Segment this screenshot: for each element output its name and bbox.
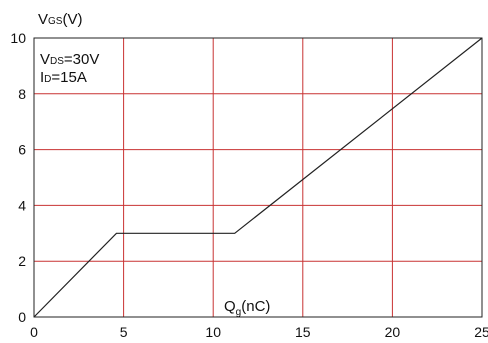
y-tick-label-2: 2 xyxy=(18,253,26,269)
x-tick-label-20: 20 xyxy=(385,324,401,340)
x-tick-label-25: 25 xyxy=(474,324,488,340)
plot-frame xyxy=(33,37,483,318)
x-tick-label-10: 10 xyxy=(205,324,221,340)
series-line-0 xyxy=(33,37,483,318)
y-axis-title: VGS(V) xyxy=(38,11,82,28)
grid xyxy=(34,38,482,317)
y-tick-label-6: 6 xyxy=(18,142,26,158)
annotation-id: ID=15A xyxy=(40,69,87,86)
y-tick-labels: 0 2 4 6 8 10 xyxy=(10,30,26,325)
y-tick-label-0: 0 xyxy=(18,309,26,325)
x-tick-labels: 0 5 10 15 20 25 xyxy=(30,324,488,340)
annotation-vds: VDS=30V xyxy=(40,51,99,68)
y-tick-label-8: 8 xyxy=(18,86,26,102)
y-tick-label-10: 10 xyxy=(10,30,26,46)
y-tick-label-4: 4 xyxy=(18,197,26,213)
x-tick-label-5: 5 xyxy=(120,324,128,340)
x-tick-label-15: 15 xyxy=(295,324,311,340)
x-tick-label-0: 0 xyxy=(30,324,38,340)
series xyxy=(33,37,483,318)
x-axis-title: Qg(nC) xyxy=(224,298,270,318)
